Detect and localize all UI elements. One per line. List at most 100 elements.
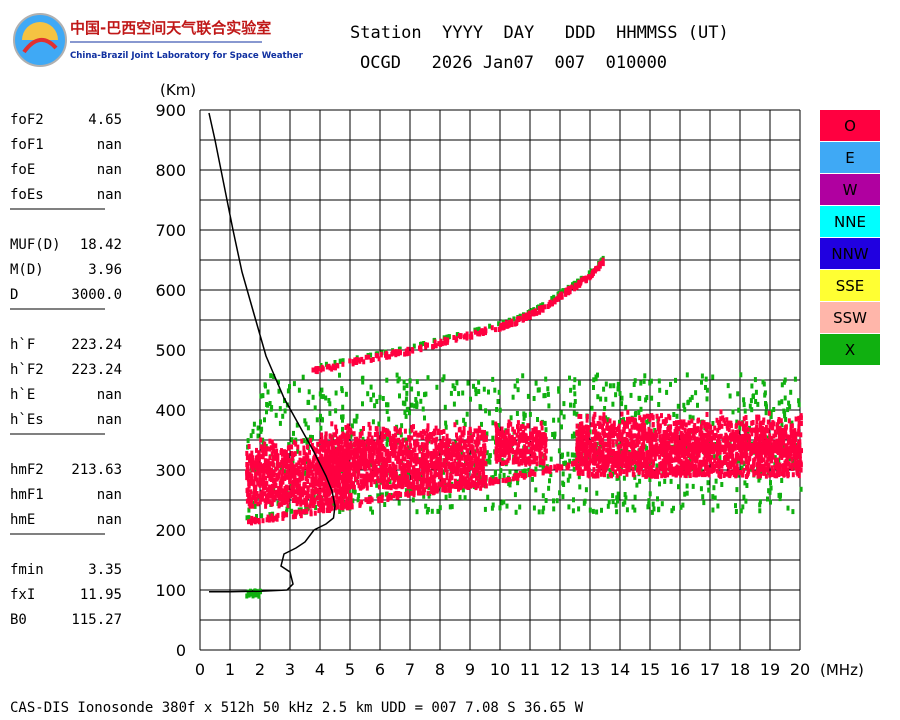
- x-echo-point: [318, 391, 322, 397]
- o-echo-point: [702, 420, 706, 426]
- x-echo-point: [670, 508, 674, 514]
- o-echo-point: [314, 489, 318, 495]
- o-echo-point: [431, 451, 434, 457]
- x-echo-point: [522, 415, 526, 421]
- o-echo-point: [268, 493, 272, 499]
- x-echo-point: [748, 403, 752, 409]
- o-echo-point: [445, 448, 449, 454]
- x-echo-point: [758, 499, 762, 505]
- o-echo-point: [425, 440, 429, 445]
- o-echo-point: [598, 415, 602, 421]
- o-echo-point: [290, 485, 294, 491]
- o-echo-point: [615, 473, 619, 479]
- o-echo-point: [536, 439, 540, 445]
- o-echo-point: [301, 471, 305, 477]
- o-echo-point: [358, 485, 362, 491]
- o-echo-point: [327, 499, 331, 505]
- x-echo-point: [350, 423, 354, 429]
- x-echo-point: [521, 469, 525, 475]
- x-echo-point: [290, 508, 294, 514]
- o-echo-point: [775, 424, 779, 430]
- x-echo-point: [780, 382, 784, 388]
- o-echo-point: [705, 471, 709, 477]
- o-echo-point: [438, 469, 442, 475]
- o-echo-point: [483, 475, 487, 481]
- x-tick-label: 3: [285, 660, 295, 679]
- o-echo-point: [320, 497, 324, 503]
- o-echo-point: [543, 455, 547, 461]
- o-echo-point: [617, 436, 621, 442]
- o-echo-point: [353, 442, 356, 448]
- o-echo-point: [655, 442, 659, 448]
- o-echo-point: [506, 439, 510, 445]
- o-echo-point: [257, 456, 261, 462]
- x-echo-point: [513, 383, 517, 389]
- o-echo-point: [400, 472, 404, 478]
- y-tick-label: 600: [155, 281, 186, 300]
- o-echo-point: [425, 481, 429, 487]
- o-echo-point: [309, 461, 313, 467]
- x-echo-point: [777, 492, 781, 498]
- o-echo-point: [723, 421, 727, 426]
- o-echo-point: [777, 439, 781, 445]
- o-echo-point: [531, 432, 534, 438]
- x-tick-label: 4: [315, 660, 325, 679]
- x-echo-point: [738, 425, 742, 431]
- o-echo-point: [441, 481, 445, 487]
- o-echo-point: [298, 457, 302, 463]
- o-echo-point: [378, 478, 382, 484]
- o-echo-point: [377, 468, 381, 474]
- o-echo-point: [288, 458, 292, 464]
- o-echo-point: [464, 444, 468, 450]
- x-echo-point: [495, 407, 499, 412]
- o-echo-point: [335, 428, 339, 434]
- o-echo-point: [764, 473, 768, 479]
- o-echo-point: [246, 476, 250, 482]
- o-echo-point: [494, 427, 498, 433]
- x-echo-point: [649, 378, 653, 384]
- x-echo-point: [474, 391, 478, 397]
- x-echo-point: [369, 352, 373, 358]
- x-echo-point: [497, 389, 501, 395]
- o-echo-point: [336, 466, 340, 472]
- o-echo-point: [380, 477, 384, 483]
- o-echo-point: [352, 484, 356, 490]
- o-echo-point: [356, 469, 360, 475]
- o-echo-point: [782, 434, 786, 440]
- o-echo-point: [739, 457, 743, 463]
- o-echo-point: [497, 457, 501, 463]
- o-echo-point: [320, 436, 324, 442]
- x-echo-point: [303, 418, 307, 424]
- o-echo-point: [345, 476, 349, 482]
- x-echo-point: [511, 394, 515, 400]
- y-axis-label: (Km): [160, 81, 196, 99]
- o-echo-point: [439, 482, 443, 488]
- y-tick-label: 700: [155, 221, 186, 240]
- o-echo-point: [260, 463, 264, 469]
- x-echo-point: [637, 410, 641, 415]
- x-echo-point: [442, 374, 446, 380]
- o-echo-point: [470, 434, 474, 440]
- o-echo-point: [766, 438, 770, 444]
- x-echo-point: [544, 498, 548, 503]
- o-echo-point: [658, 434, 662, 440]
- o-echo-point: [352, 431, 356, 437]
- o-echo-point: [322, 461, 326, 467]
- o-echo-point: [367, 431, 371, 437]
- x-echo-point: [758, 502, 762, 508]
- o-echo-point: [334, 432, 338, 438]
- o-echo-point: [530, 453, 534, 459]
- x-echo-point: [793, 376, 797, 382]
- o-echo-point: [504, 460, 508, 466]
- o-echo-point: [316, 463, 320, 469]
- o-echo-point: [784, 467, 788, 473]
- o-echo-point: [338, 452, 342, 458]
- o-echo-point: [375, 440, 379, 446]
- o-echo-point: [281, 477, 284, 483]
- o-echo-point: [277, 487, 281, 493]
- o-echo-point: [593, 450, 597, 456]
- o-echo-point: [359, 479, 363, 485]
- x-echo-point: [278, 420, 282, 426]
- x-echo-point: [569, 402, 572, 408]
- o-echo-point: [459, 474, 463, 480]
